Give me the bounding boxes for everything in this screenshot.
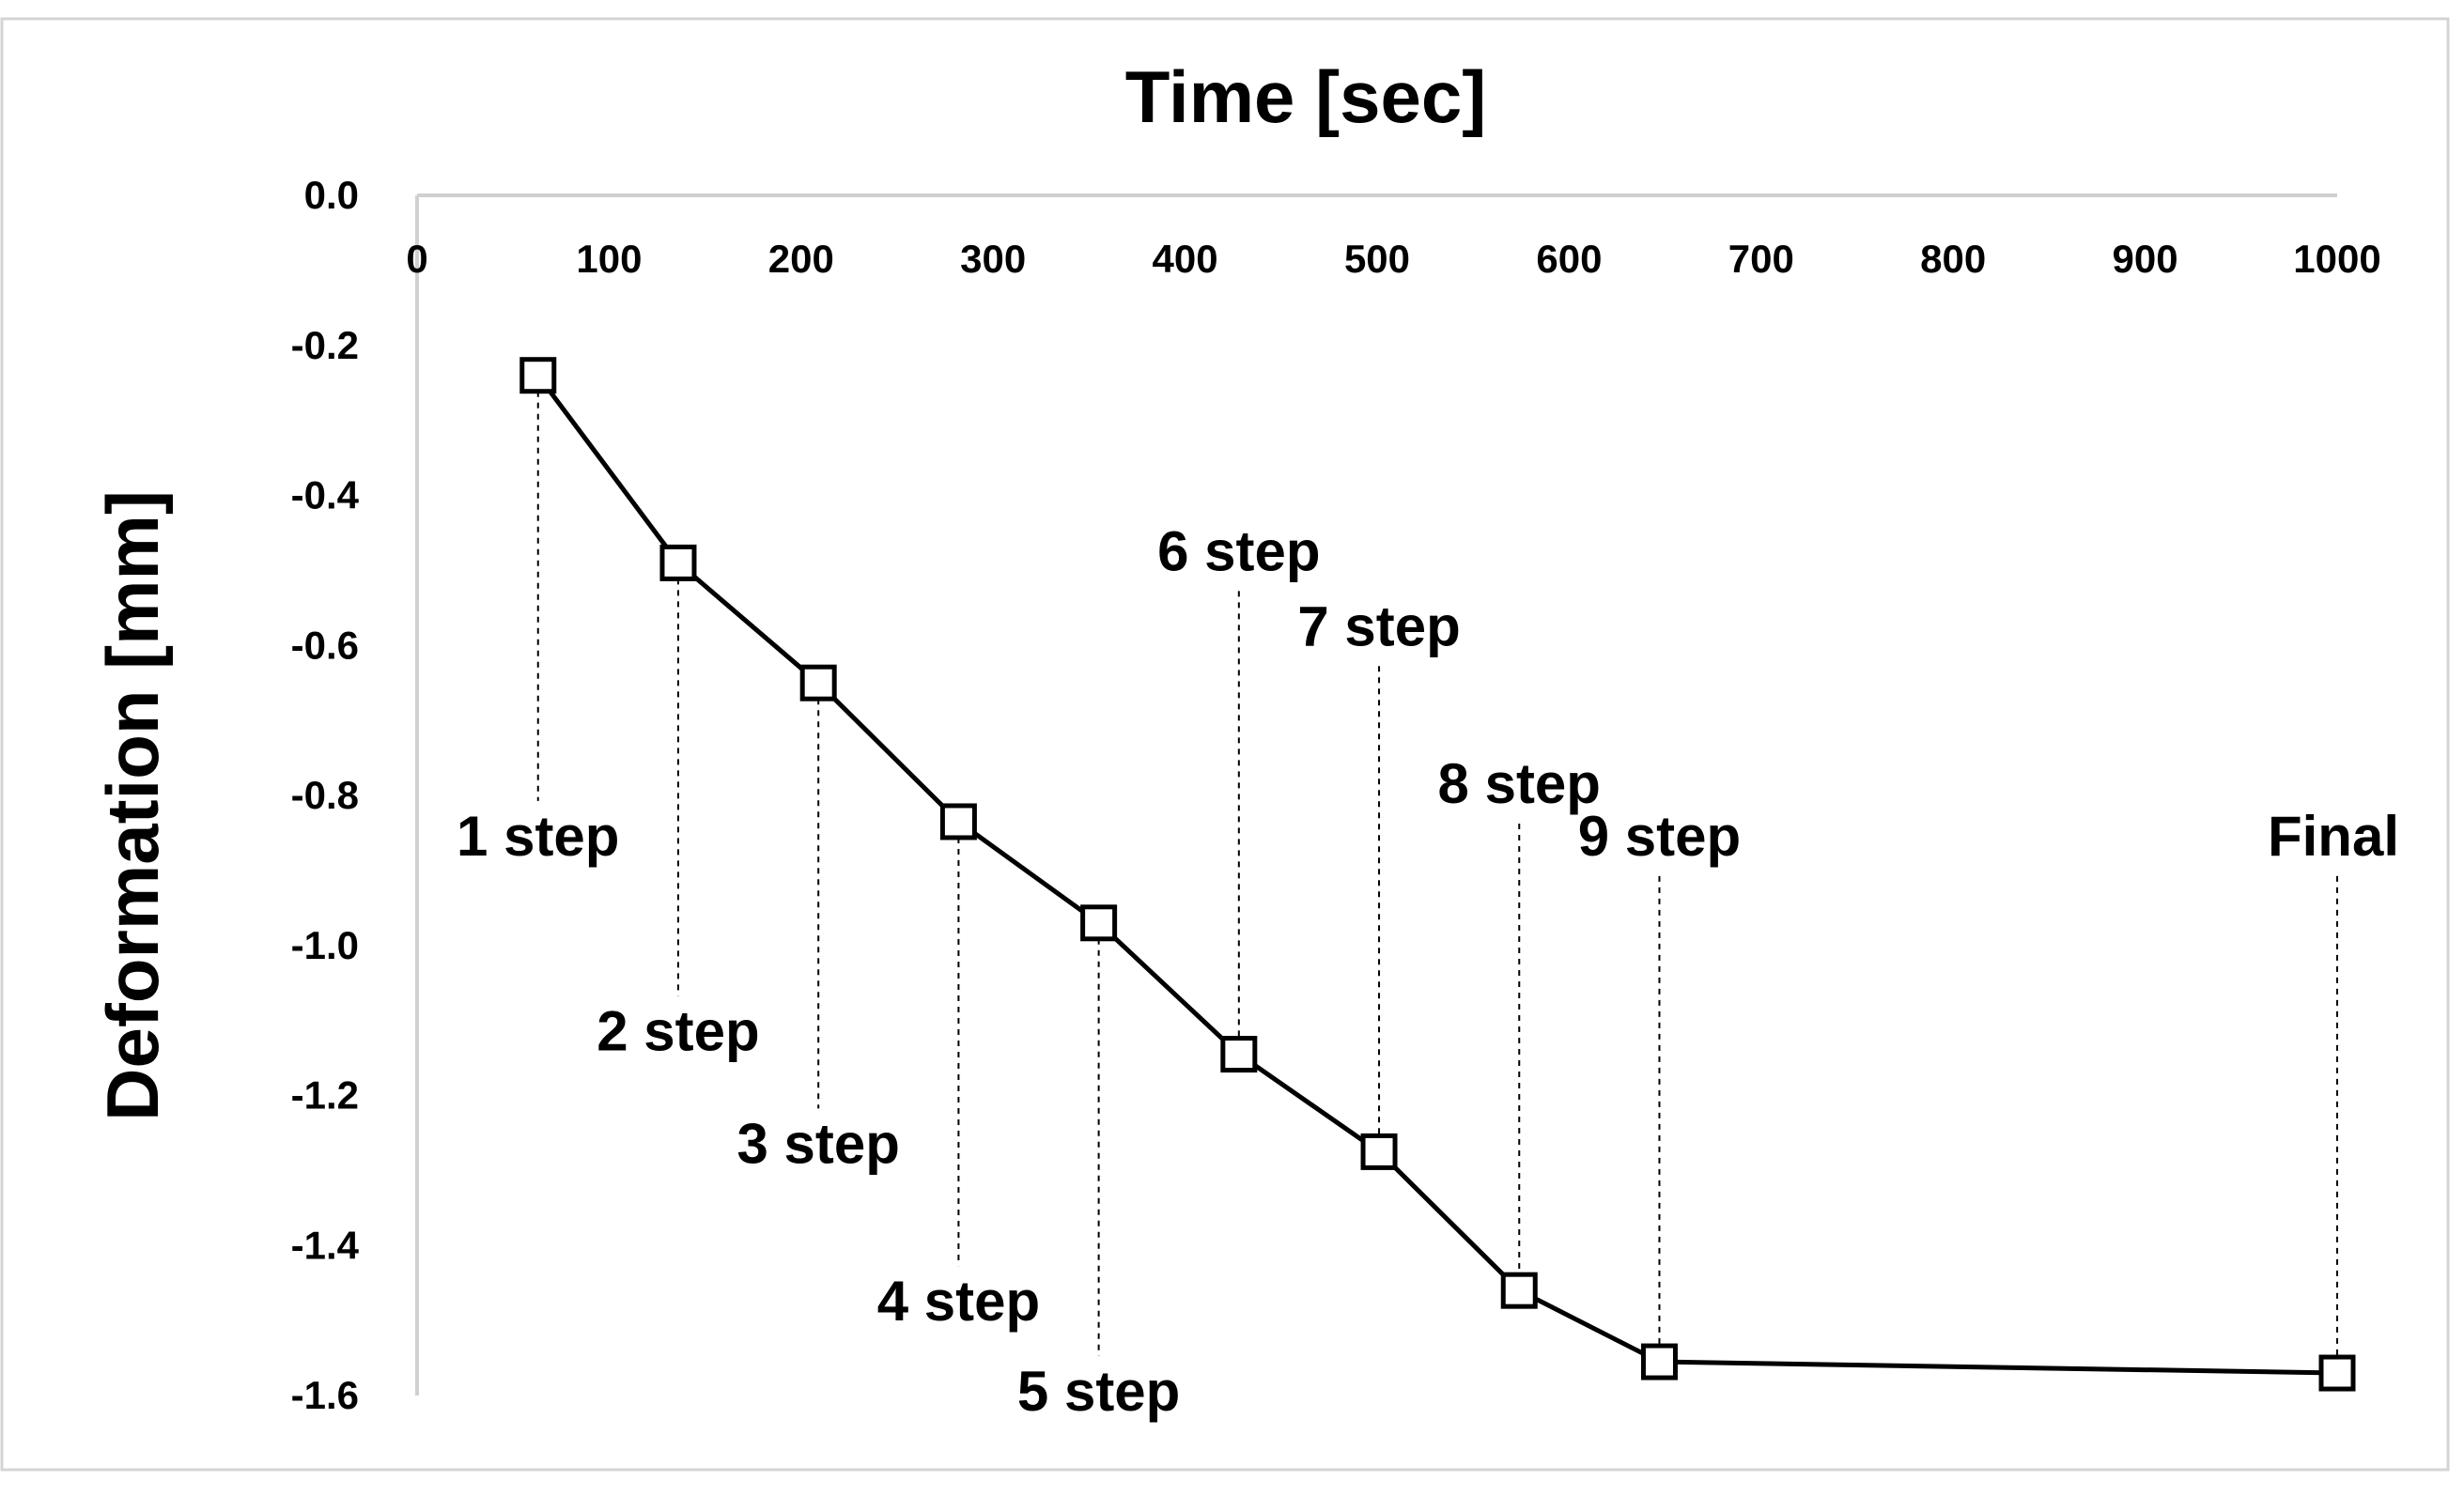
y-tick-label: -0.4 [291,473,360,517]
x-tick-label: 100 [576,237,642,281]
series-markers [519,357,2356,1392]
y-tick-label: -0.2 [291,323,359,367]
axes-group [415,193,2337,1396]
deformation-series-line [535,374,2338,1376]
y-axis-label: Deformation [mm] [91,490,174,1121]
step-annotation-label: 4 step [877,1270,1040,1333]
data-point-marker [1640,1343,1678,1380]
x-tick-label: 400 [1153,237,1218,281]
step-annotation-label: 7 step [1297,594,1460,657]
step-annotations: 1 step 2 step 3 step 4 step 5 step 6 step 7 st… [457,519,2399,1423]
data-point-marker [519,357,557,394]
data-point-marker [2318,1354,2356,1392]
x-tick-label: 1000 [2293,237,2380,281]
step-annotation-label: 6 step [1157,519,1320,582]
chart-frame [0,17,2450,1472]
data-point-marker [799,664,837,702]
x-tick-label: 0 [406,237,427,281]
data-point-marker [1500,1272,1538,1309]
x-tick-label: 200 [768,237,834,281]
y-tick-label: -0.8 [291,773,359,817]
x-tick-label: 500 [1344,237,1410,281]
y-tick-label: -1.0 [291,923,359,967]
y-tick-labels: 0.0 -0.2 -0.4 -0.6 -0.8 -1.0 -1.2 -1.4 -1.6 [291,173,360,1417]
step-annotation-label: 1 step [457,805,619,868]
x-tick-label: 900 [2113,237,2178,281]
data-point-marker [1360,1133,1398,1170]
y-tick-label: -1.2 [291,1073,359,1118]
x-tick-label: 300 [960,237,1026,281]
x-tick-label: 800 [1920,237,1986,281]
x-tick-label: 700 [1728,237,1794,281]
step-annotation-label: Final [2268,805,2399,868]
step-annotation-label: 2 step [597,1000,759,1063]
series-group [535,374,2338,1376]
data-point-marker [1080,904,1118,942]
y-tick-label: -1.4 [291,1223,360,1267]
step-annotation-label: 8 step [1438,752,1601,815]
chart-title: Time [sec] [1125,55,1486,138]
annotation-leader-lines [536,391,2338,1358]
data-point-marker [659,544,697,581]
step-annotation-label: 5 step [1017,1360,1180,1423]
step-annotation-label: 9 step [1578,805,1741,868]
y-tick-label: 0.0 [304,173,359,217]
y-tick-label: -0.6 [291,623,359,667]
data-point-marker [939,803,977,841]
step-annotation-label: 3 step [736,1112,899,1175]
y-tick-label: -1.6 [291,1373,359,1417]
x-tick-label: 600 [1536,237,1602,281]
x-tick-labels: 0 100 200 300 400 500 600 700 800 900 1000 [406,237,2380,281]
data-point-marker [1220,1036,1258,1073]
